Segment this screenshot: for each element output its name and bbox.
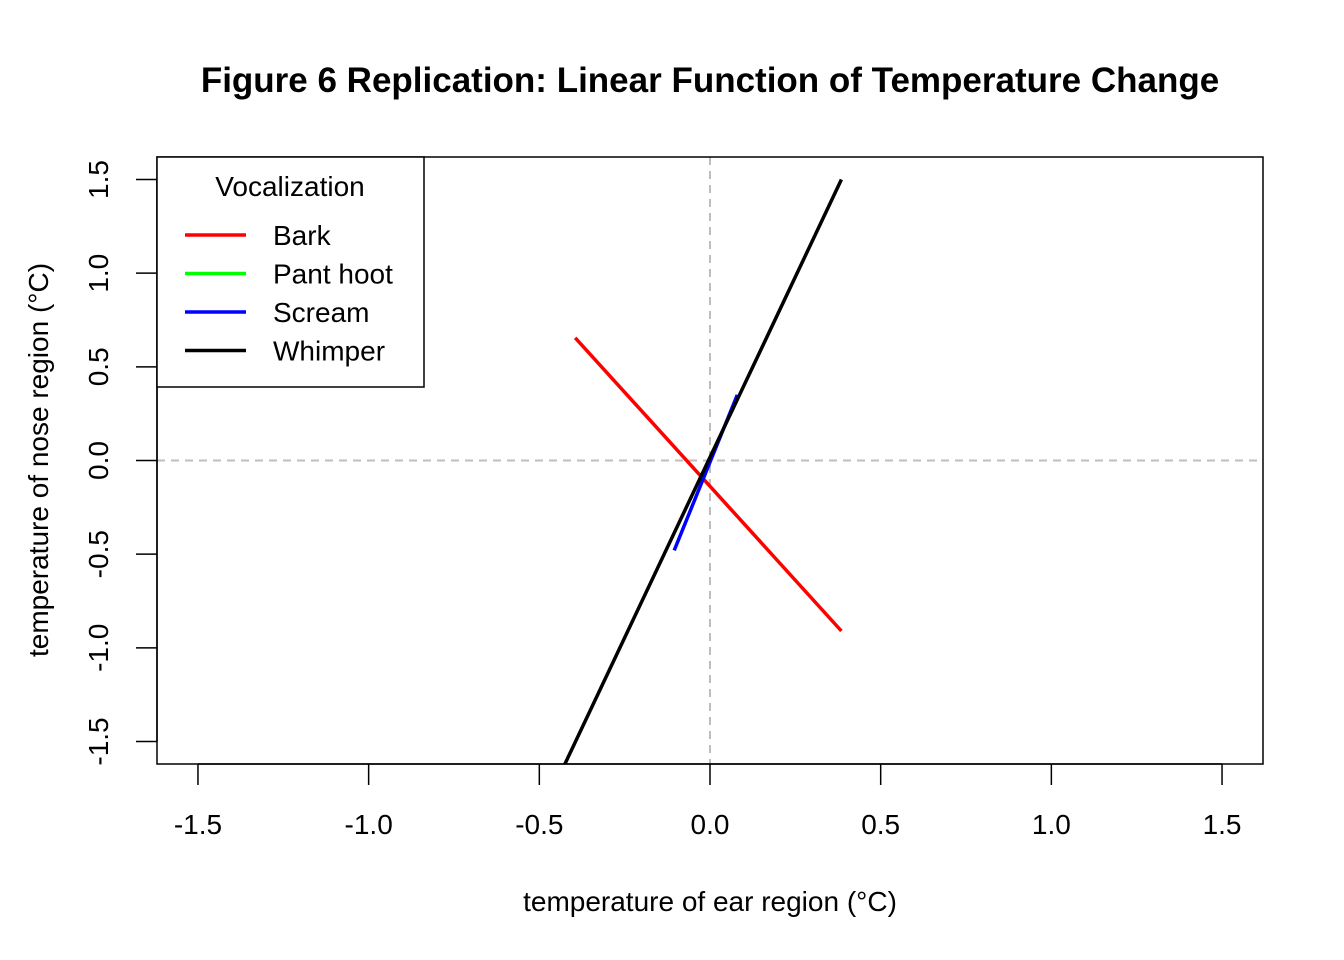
x-tick-label: 0.5 <box>861 809 900 840</box>
series-line-whimper <box>563 178 843 764</box>
legend-title: Vocalization <box>215 171 364 202</box>
series-line-bark <box>573 336 843 633</box>
x-tick-label: 0.0 <box>691 809 730 840</box>
legend-label-pant-hoot: Pant hoot <box>273 259 393 290</box>
x-tick-label: 1.0 <box>1032 809 1071 840</box>
x-tick-label: -1.5 <box>174 809 222 840</box>
y-tick-label: 1.0 <box>83 254 114 293</box>
y-tick-label: -0.5 <box>83 530 114 578</box>
y-tick-label: -1.5 <box>83 717 114 765</box>
x-axis: -1.5 -1.0 -0.5 0.0 0.5 1.0 1.5 <box>174 763 1242 840</box>
y-tick-label: 0.5 <box>83 347 114 386</box>
x-tick-label: 1.5 <box>1203 809 1242 840</box>
y-tick-label: 1.5 <box>83 160 114 199</box>
x-axis-title: temperature of ear region (°C) <box>523 886 897 917</box>
chart-title: Figure 6 Replication: Linear Function of… <box>201 61 1219 100</box>
legend: Vocalization Bark Pant hoot Scream Whimper <box>156 156 425 388</box>
legend-label-whimper: Whimper <box>273 336 385 367</box>
y-axis: -1.5 -1.0 -0.5 0.0 0.5 1.0 1.5 <box>83 160 158 766</box>
y-tick-label: -1.0 <box>83 624 114 672</box>
legend-label-scream: Scream <box>273 297 369 328</box>
x-tick-label: -1.0 <box>345 809 393 840</box>
y-axis-title: temperature of nose region (°C) <box>23 263 54 657</box>
y-tick-label: 0.0 <box>83 441 114 480</box>
legend-items: Bark Pant hoot Scream Whimper <box>185 220 393 367</box>
series-layer <box>563 178 843 764</box>
legend-label-bark: Bark <box>273 220 332 251</box>
x-tick-label: -0.5 <box>515 809 563 840</box>
